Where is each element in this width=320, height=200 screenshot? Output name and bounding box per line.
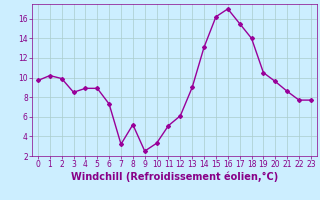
X-axis label: Windchill (Refroidissement éolien,°C): Windchill (Refroidissement éolien,°C): [71, 172, 278, 182]
